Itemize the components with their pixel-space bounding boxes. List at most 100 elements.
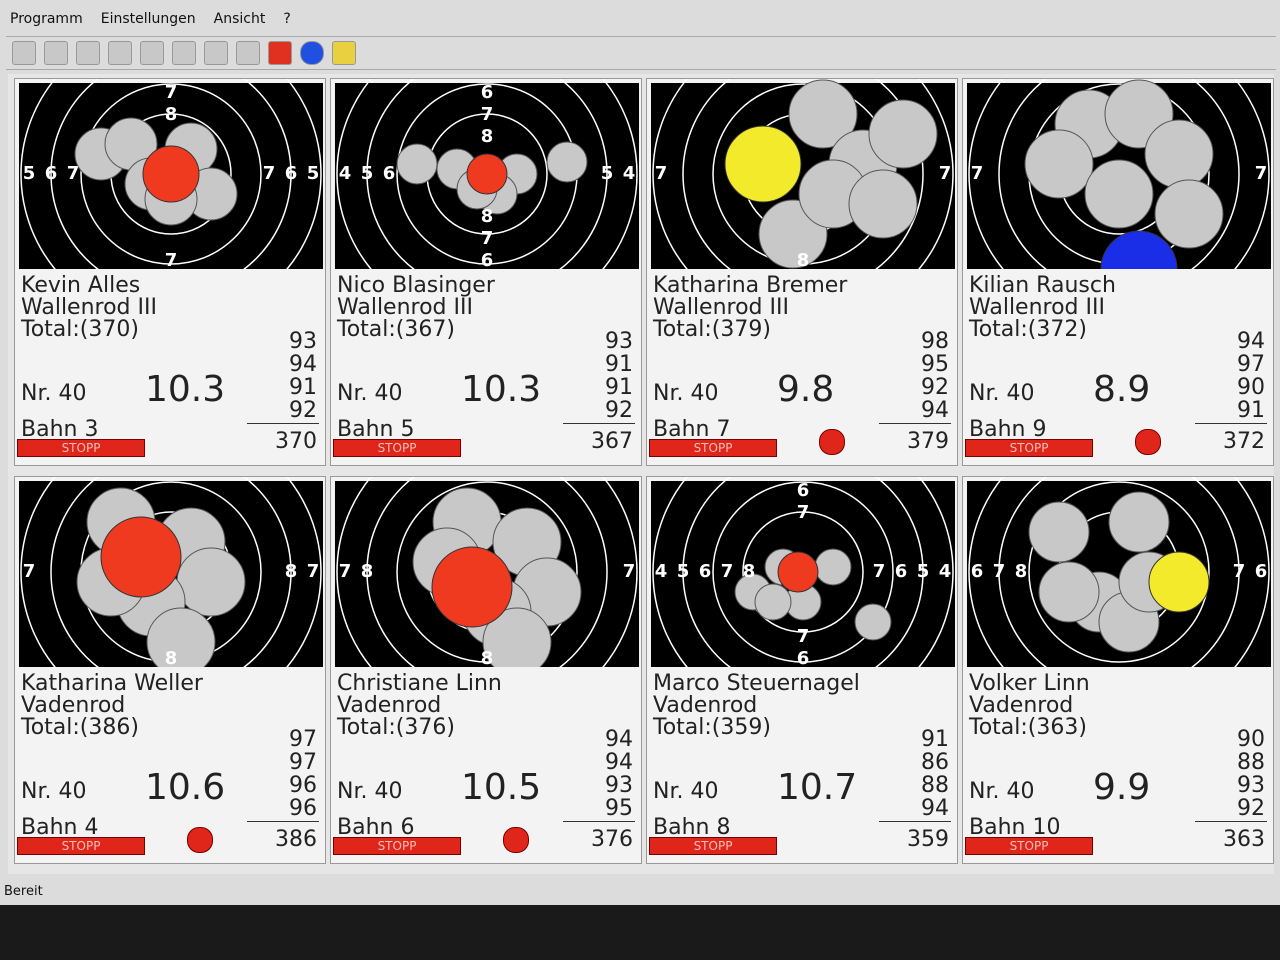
ring-label: 7 bbox=[23, 561, 36, 582]
target-ring bbox=[336, 477, 638, 667]
sum-rule bbox=[563, 821, 635, 822]
ring-label: 8 bbox=[797, 250, 810, 269]
player-name: Marco Steuernagel bbox=[653, 671, 860, 696]
ring-label: 6 bbox=[895, 561, 908, 582]
club-name: Vadenrod bbox=[653, 693, 758, 718]
sum-score: 379 bbox=[907, 429, 949, 454]
tool-button[interactable] bbox=[268, 41, 292, 65]
last-shot bbox=[466, 153, 508, 195]
series-score: 93 bbox=[289, 329, 317, 354]
last-shot bbox=[777, 551, 819, 593]
shot-number: Nr. 40 bbox=[337, 779, 403, 804]
lane-label: Bahn 7 bbox=[653, 417, 731, 442]
shot bbox=[868, 99, 938, 169]
ring-label: 6 bbox=[797, 648, 810, 667]
lane-label: Bahn 8 bbox=[653, 815, 731, 840]
help-button[interactable] bbox=[332, 41, 356, 65]
ring-label: 8 bbox=[285, 561, 298, 582]
last-shot bbox=[1100, 230, 1178, 269]
shot bbox=[176, 547, 246, 617]
tool-button[interactable] bbox=[12, 41, 36, 65]
active-indicator bbox=[503, 827, 529, 853]
target-ring bbox=[396, 481, 578, 663]
sum-score: 359 bbox=[907, 827, 949, 852]
stop-button[interactable]: STOPP bbox=[333, 439, 461, 457]
shot bbox=[1028, 501, 1090, 563]
series-score: 90 bbox=[1237, 375, 1265, 400]
player-name: Katharina Weller bbox=[21, 671, 203, 696]
last-shot bbox=[100, 516, 182, 598]
last-shot bbox=[431, 546, 513, 628]
info-button[interactable] bbox=[300, 41, 324, 65]
target: 785 6 7 7 6 57 bbox=[19, 79, 323, 269]
shot bbox=[146, 607, 216, 667]
stop-button[interactable]: STOPP bbox=[17, 837, 145, 855]
club-name: Wallenrod III bbox=[337, 295, 473, 320]
target-ring bbox=[50, 79, 292, 269]
ring-label: 8 bbox=[165, 104, 178, 125]
stop-button[interactable]: STOPP bbox=[965, 439, 1093, 457]
stop-button[interactable]: STOPP bbox=[649, 439, 777, 457]
stop-button[interactable]: STOPP bbox=[333, 837, 461, 855]
player-name: Katharina Bremer bbox=[653, 273, 848, 298]
tool-button[interactable] bbox=[172, 41, 196, 65]
tool-button[interactable] bbox=[204, 41, 228, 65]
series-score: 91 bbox=[1237, 398, 1265, 423]
last-shot bbox=[1148, 551, 1210, 613]
shot-value: 10.7 bbox=[777, 767, 858, 808]
ring-label: 6 bbox=[285, 163, 298, 184]
series-score: 96 bbox=[289, 773, 317, 798]
shot bbox=[854, 603, 892, 641]
shot-number: Nr. 40 bbox=[969, 381, 1035, 406]
series-score: 94 bbox=[605, 727, 633, 752]
shot-number: Nr. 40 bbox=[653, 779, 719, 804]
club-name: Vadenrod bbox=[969, 693, 1074, 718]
ring-label: 4 bbox=[939, 561, 952, 582]
player-panel: 7 8 5 6 7 7 6 5 7 Kevin Alles Wallenrod III Total:(… bbox=[14, 78, 326, 466]
ring-label: 8 bbox=[361, 561, 374, 582]
ring-label: 4 bbox=[339, 163, 352, 184]
shot-value: 9.9 bbox=[1093, 767, 1151, 808]
tool-button[interactable] bbox=[76, 41, 100, 65]
club-name: Wallenrod III bbox=[21, 295, 157, 320]
menu-item[interactable]: ? bbox=[283, 11, 291, 27]
target-ring bbox=[652, 477, 954, 667]
menu-item[interactable]: Ansicht bbox=[213, 11, 266, 27]
player-panel: 6 7 8 4 5 6 5 4 8 7 6 Nico Blasinger Wallenrod III To… bbox=[330, 78, 642, 466]
shot-value: 9.8 bbox=[777, 369, 835, 410]
stop-button[interactable]: STOPP bbox=[649, 837, 777, 855]
stop-button[interactable]: STOPP bbox=[17, 439, 145, 457]
series-score: 95 bbox=[921, 352, 949, 377]
shot-value: 10.3 bbox=[145, 369, 226, 410]
tool-button[interactable] bbox=[44, 41, 68, 65]
target-ring bbox=[336, 79, 638, 269]
tool-button[interactable] bbox=[236, 41, 260, 65]
total-label: Total:(363) bbox=[969, 715, 1087, 740]
shot-value: 10.5 bbox=[461, 767, 542, 808]
series-score: 92 bbox=[921, 375, 949, 400]
ring-label: 7 bbox=[993, 561, 1006, 582]
ring-label: 7 bbox=[939, 163, 952, 184]
series-score: 94 bbox=[921, 398, 949, 423]
ring-label: 6 bbox=[1255, 561, 1268, 582]
target: 7 7 8 bbox=[651, 79, 955, 269]
tool-button[interactable] bbox=[140, 41, 164, 65]
club-name: Vadenrod bbox=[21, 693, 126, 718]
target-ring bbox=[742, 511, 864, 633]
ring-label: 6 bbox=[481, 250, 494, 269]
shot bbox=[1024, 129, 1094, 199]
stop-button[interactable]: STOPP bbox=[965, 837, 1093, 855]
ring-label: 8 bbox=[165, 648, 178, 667]
shot bbox=[482, 607, 552, 667]
ring-label: 8 bbox=[481, 126, 494, 147]
shot-number: Nr. 40 bbox=[21, 381, 87, 406]
menu-item[interactable]: Einstellungen bbox=[100, 11, 196, 27]
ring-label: 6 bbox=[971, 561, 984, 582]
lane-label: Bahn 6 bbox=[337, 815, 415, 840]
ring-label: 5 bbox=[917, 561, 930, 582]
tool-button[interactable] bbox=[108, 41, 132, 65]
ring-label: 7 bbox=[1255, 163, 1268, 184]
club-name: Wallenrod III bbox=[653, 295, 789, 320]
target: 674 5 6 7 8 7 6 5 476 bbox=[651, 477, 955, 667]
menu-item[interactable]: Programm bbox=[10, 11, 83, 27]
